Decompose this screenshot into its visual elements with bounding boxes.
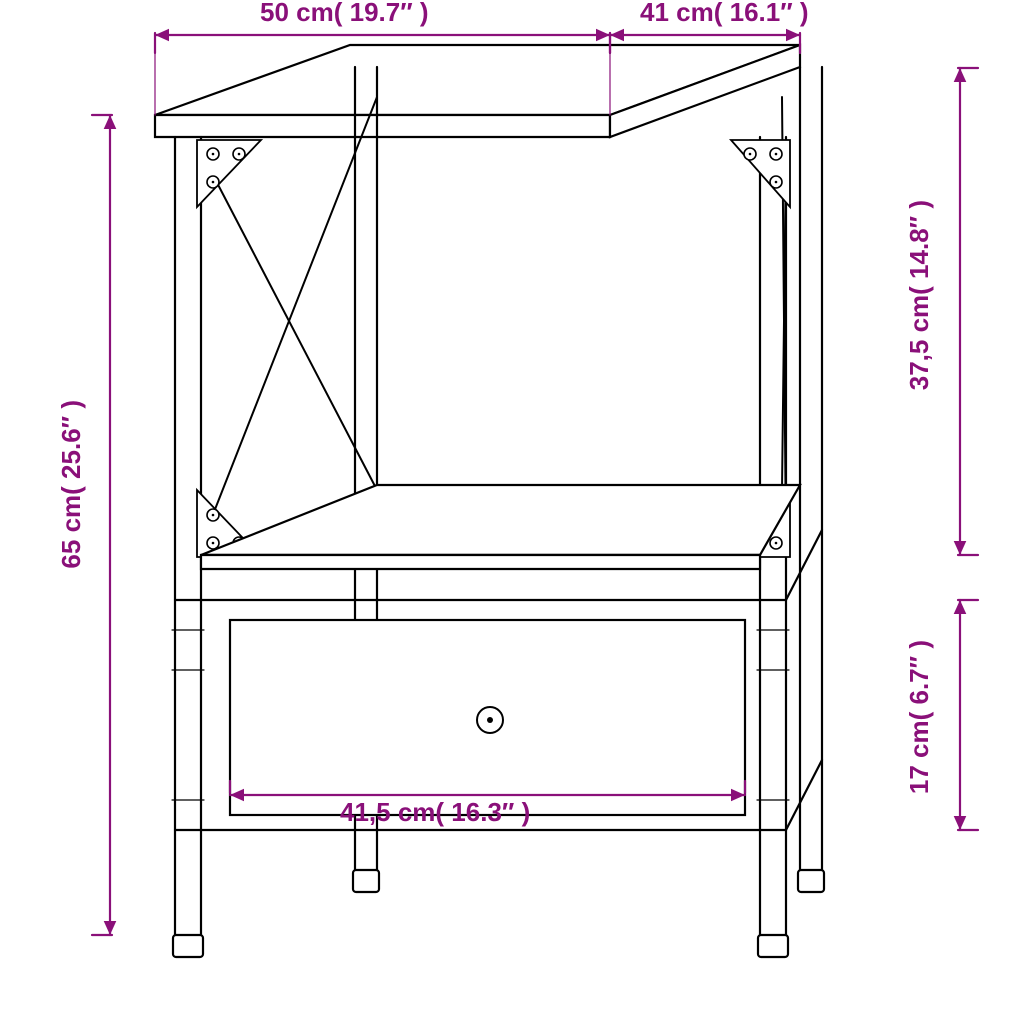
dim-depth-top: 41 cm( 16.1″ ) bbox=[640, 0, 809, 27]
dim-drawer-height: 17 cm( 6.7″ ) bbox=[905, 640, 934, 794]
dim-upper-opening: 37,5 cm( 14.8″ ) bbox=[905, 200, 934, 390]
dim-value-in: 14.8″ bbox=[904, 216, 934, 279]
dim-value-in: 6.7″ bbox=[904, 656, 934, 705]
dim-value: 37,5 cm bbox=[904, 295, 934, 390]
dim-value-in: 16.3″ bbox=[451, 797, 514, 827]
dim-value: 41 cm bbox=[640, 0, 714, 27]
dim-drawer-width: 41,5 cm( 16.3″ ) bbox=[340, 798, 530, 827]
dim-value-in: 16.1″ bbox=[730, 0, 793, 27]
dim-height-total: 65 cm( 25.6″ ) bbox=[57, 400, 86, 569]
dim-value-in: 25.6″ bbox=[56, 416, 86, 479]
dim-value: 41,5 cm bbox=[340, 797, 435, 827]
dim-value-in: 19.7″ bbox=[350, 0, 413, 27]
dim-value: 17 cm bbox=[904, 720, 934, 794]
dim-value: 65 cm bbox=[56, 495, 86, 569]
dim-width-top: 50 cm( 19.7″ ) bbox=[260, 0, 429, 27]
dim-value: 50 cm bbox=[260, 0, 334, 27]
